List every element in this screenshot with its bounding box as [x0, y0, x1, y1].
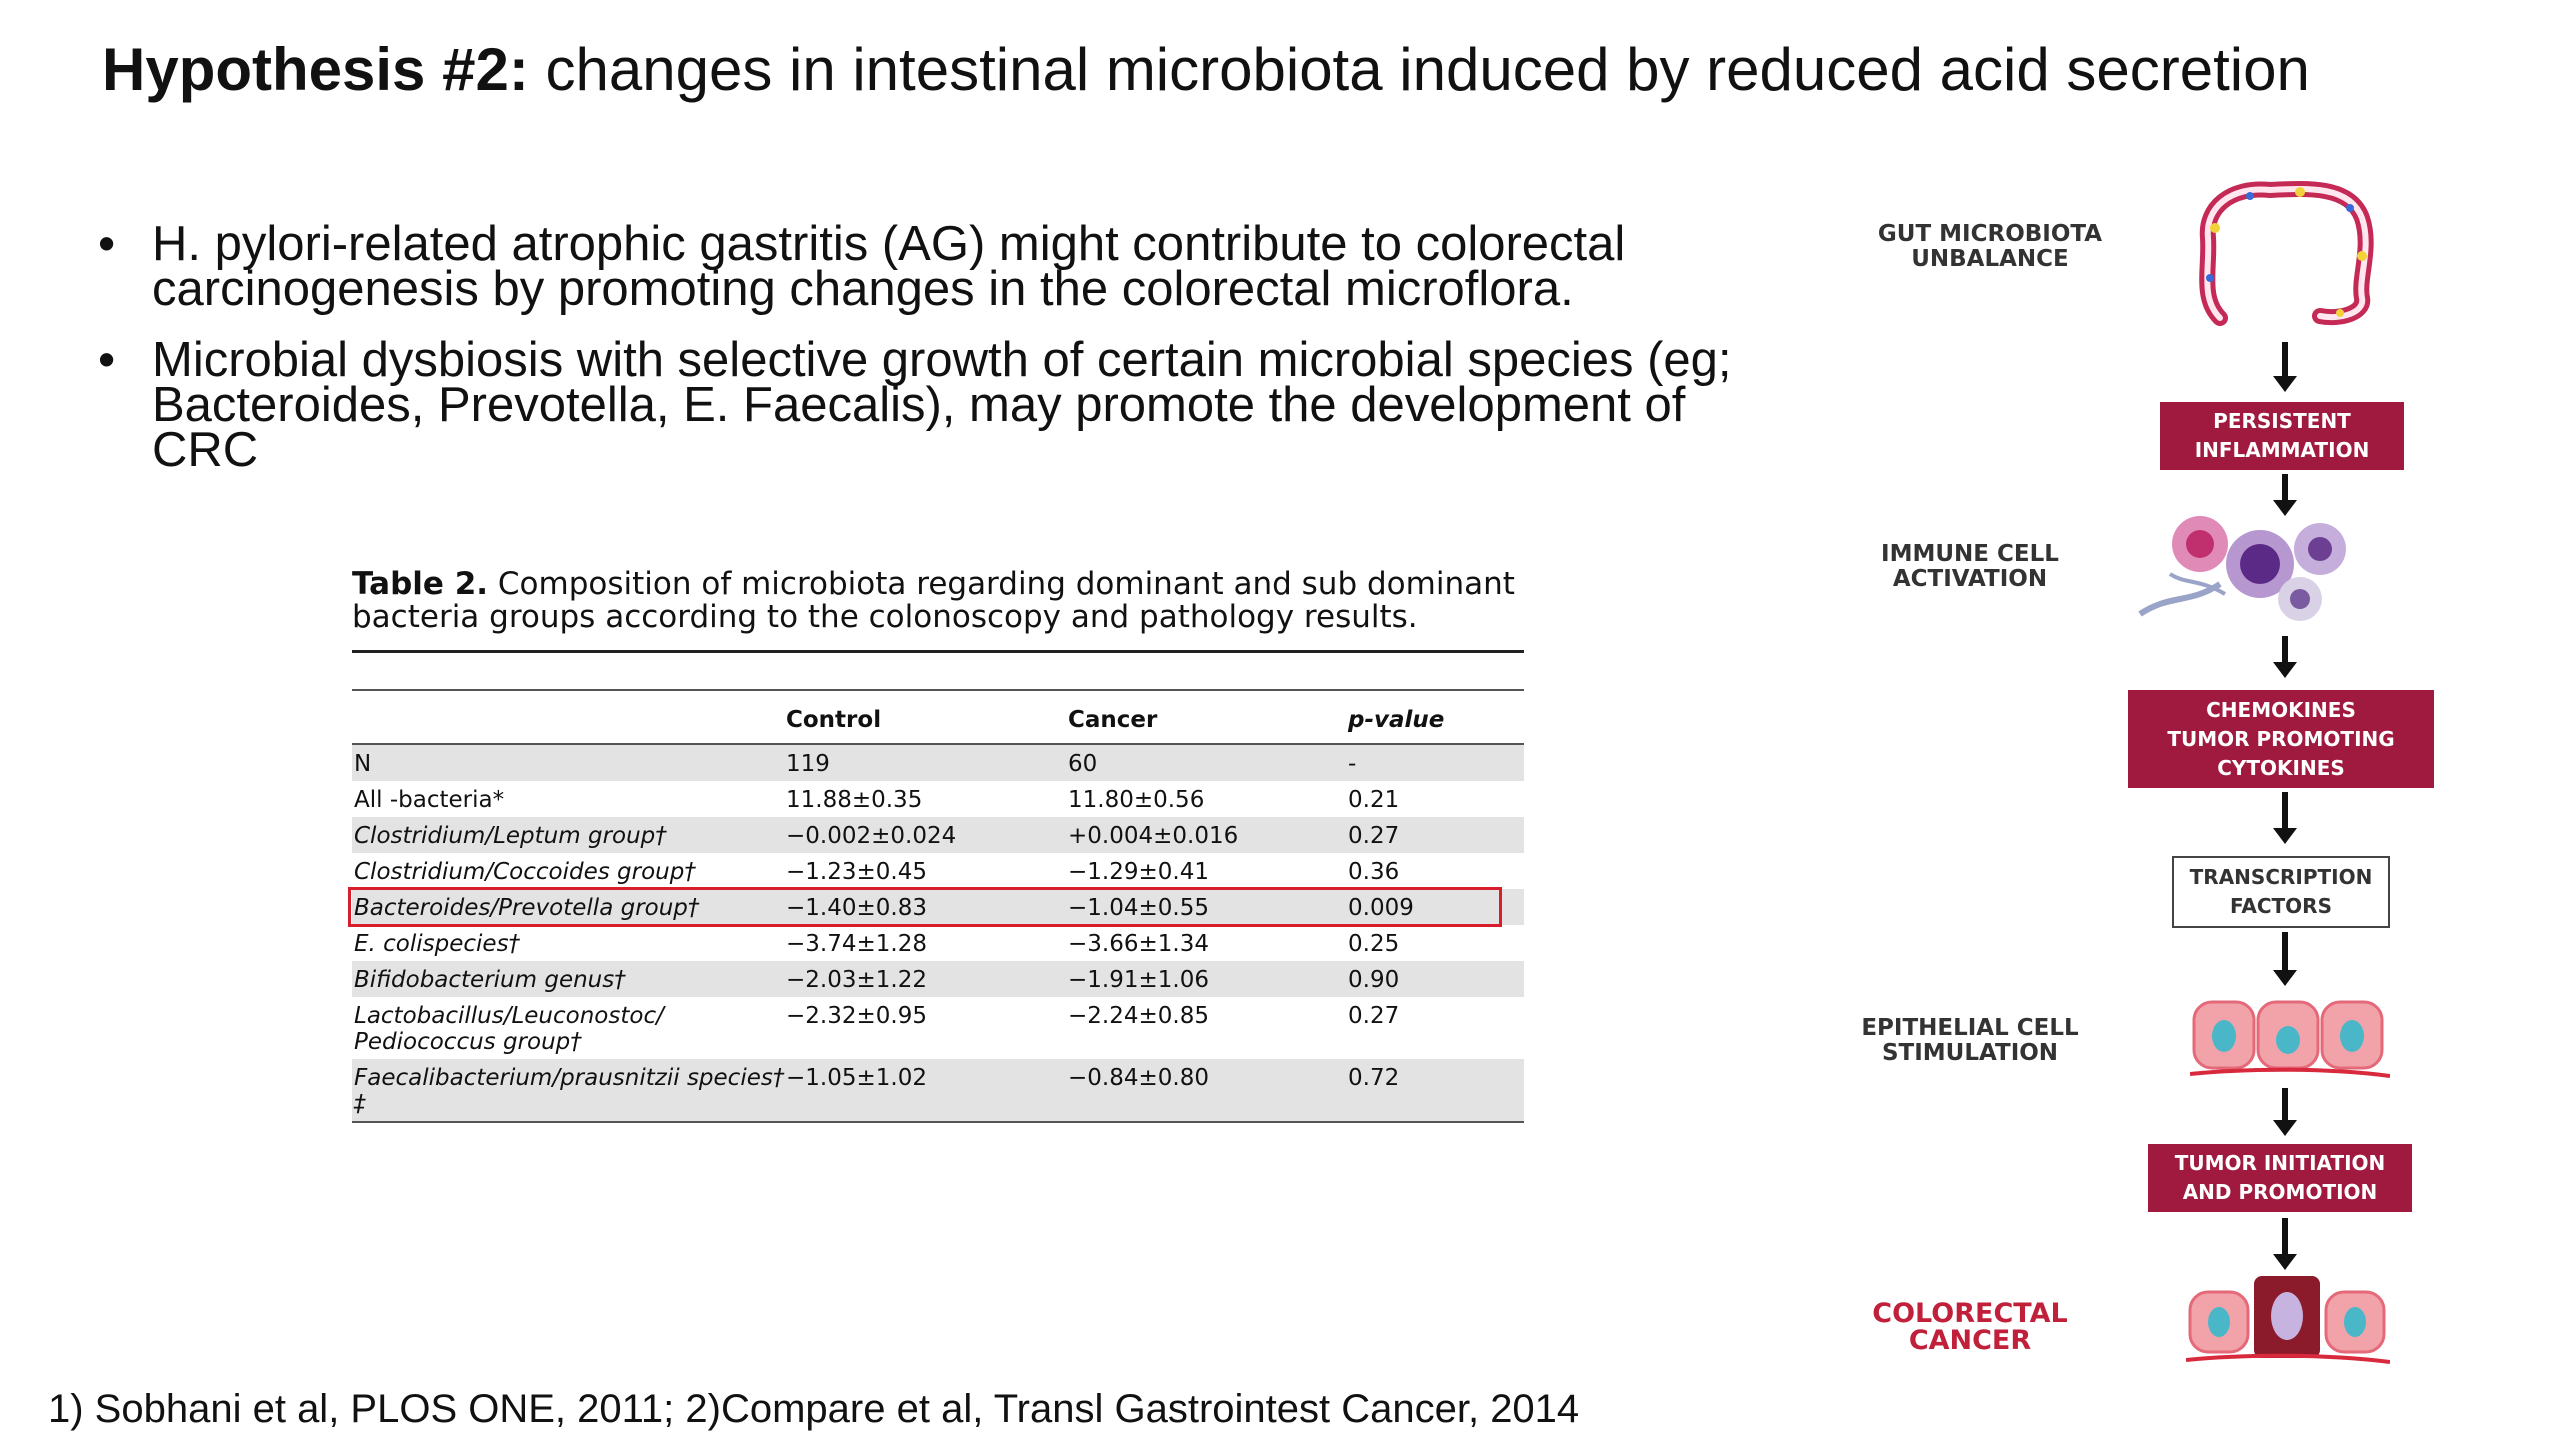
flow-arrow — [2273, 636, 2297, 678]
epithelial-cells-icon — [2190, 1000, 2390, 1078]
row-name-cell: Bifidobacterium genus† — [354, 967, 626, 993]
control-value-cell: 119 — [786, 751, 830, 777]
table-body: Control Cancer p-value N 119 60 - All -bacte… — [352, 689, 1524, 1123]
cancer-value-cell: −3.66±1.34 — [1068, 931, 1209, 957]
label-gut-microbiota: GUT MICROBIOTA UNBALANCE — [1877, 221, 2103, 272]
p-value-cell: 0.009 — [1348, 895, 1414, 921]
flow-arrow — [2273, 1218, 2297, 1270]
table-caption-text: Composition of microbiota regarding domi… — [352, 566, 1515, 635]
reference-footnote: 1) Sobhani et al, PLOS ONE, 2011; 2)Comp… — [48, 1387, 1580, 1431]
table-row: All -bacteria* 11.88±0.35 11.80±0.56 0.21 — [352, 781, 1524, 817]
flow-arrow — [2273, 932, 2297, 986]
p-value-cell: 0.25 — [1348, 931, 1400, 957]
colon-icon — [2199, 181, 2374, 326]
table-row: Clostridium/Coccoides group† −1.23±0.45 −1… — [352, 853, 1524, 889]
row-name-cell: E. colispecies† — [354, 931, 521, 957]
box-chemokines: CHEMOKINES TUMOR PROMOTING CYTOKINES — [2128, 690, 2434, 788]
cancer-cells-icon — [2186, 1276, 2390, 1364]
table-row: Lactobacillus/Leuconostoc/ Pediococcus g… — [352, 997, 1524, 1059]
header-pvalue: p-value — [1348, 707, 1445, 733]
table-caption-lead: Table 2. — [352, 566, 489, 602]
control-value-cell: −2.32±0.95 — [786, 1003, 927, 1029]
header-control: Control — [786, 707, 882, 733]
control-value-cell: −1.05±1.02 — [786, 1065, 927, 1091]
row-name-cell: N — [354, 751, 372, 777]
table-rows: N 119 60 - All -bacteria* 11.88±0.35 11.80±0.5… — [352, 745, 1524, 1121]
box-line: CHEMOKINES — [2206, 697, 2356, 722]
box-line: TUMOR INITIATION — [2174, 1151, 2386, 1175]
cancer-value-cell: −1.91±1.06 — [1068, 967, 1209, 993]
slide-title: Hypothesis #2: changes in intestinal mic… — [102, 28, 2310, 112]
bullet-dot: • — [98, 217, 116, 271]
p-value-cell: 0.21 — [1348, 787, 1400, 813]
table-row: Bifidobacterium genus† −2.03±1.22 −1.91±1.… — [352, 961, 1524, 997]
table-row: Bacteroides/Prevotella group† −1.40±0.83 −… — [352, 889, 1524, 925]
control-value-cell: −1.40±0.83 — [786, 895, 927, 921]
label-colorectal-cancer: COLORECTAL CANCER — [1872, 1298, 2068, 1356]
title-lead: Hypothesis #2: — [102, 36, 529, 103]
p-value-cell: 0.72 — [1348, 1065, 1400, 1091]
table-row: N 119 60 - — [352, 745, 1524, 781]
row-name-cell: Clostridium/Leptum group† — [354, 823, 667, 849]
bullet-item: • Microbial dysbiosis with selective grow… — [96, 333, 1756, 475]
box-line: INFLAMMATION — [2194, 438, 2370, 462]
flow-arrow — [2273, 474, 2297, 516]
title-rest: changes in intestinal microbiota induced… — [528, 36, 2310, 103]
row-name-cell: Lactobacillus/Leuconostoc/ Pediococcus g… — [354, 1003, 664, 1055]
cancer-value-cell: −1.04±0.55 — [1068, 895, 1209, 921]
box-tumor-initiation: TUMOR INITIATION AND PROMOTION — [2148, 1144, 2412, 1212]
bullet-dot: • — [98, 333, 116, 387]
table-row: Faecalibacterium/prausnitzii species† ‡ −… — [352, 1059, 1524, 1121]
control-value-cell: 11.88±0.35 — [786, 787, 923, 813]
table-row: E. colispecies† −3.74±1.28 −3.66±1.34 0.25 — [352, 925, 1524, 961]
p-value-cell: 0.27 — [1348, 823, 1400, 849]
label-immune-cell: IMMUNE CELL ACTIVATION — [1881, 541, 2059, 592]
control-value-cell: −3.74±1.28 — [786, 931, 927, 957]
box-line: TRANSCRIPTION — [2189, 865, 2373, 889]
row-name-cell: Bacteroides/Prevotella group† — [354, 895, 700, 921]
box-transcription-factors: TRANSCRIPTION FACTORS — [2172, 856, 2390, 928]
row-name-cell: Clostridium/Coccoides group† — [354, 859, 696, 885]
box-line: FACTORS — [2230, 894, 2332, 918]
bullet-list: • H. pylori-related atrophic gastritis (A… — [96, 217, 1756, 499]
p-value-cell: 0.90 — [1348, 967, 1400, 993]
table-caption: Table 2. Composition of microbiota regar… — [352, 568, 1524, 653]
box-line: TUMOR PROMOTING — [2167, 726, 2395, 751]
control-value-cell: −1.23±0.45 — [786, 859, 927, 885]
cancer-value-cell: −2.24±0.85 — [1068, 1003, 1209, 1029]
cancer-value-cell: −0.84±0.80 — [1068, 1065, 1209, 1091]
row-name-cell: Faecalibacterium/prausnitzii species† ‡ — [354, 1065, 785, 1117]
label-epithelial-cell: EPITHELIAL CELL STIMULATION — [1861, 1015, 2079, 1066]
p-value-cell: 0.36 — [1348, 859, 1400, 885]
control-value-cell: −0.002±0.024 — [786, 823, 957, 849]
box-line: AND PROMOTION — [2182, 1180, 2378, 1204]
p-value-cell: - — [1348, 751, 1357, 777]
pathway-diagram: GUT MICROBIOTA UNBALANCE IMMUNE CELL ACT… — [1850, 150, 2450, 1400]
control-value-cell: −2.03±1.22 — [786, 967, 927, 993]
flow-arrow — [2273, 792, 2297, 844]
box-line: CYTOKINES — [2217, 755, 2345, 780]
cancer-value-cell: +0.004±0.016 — [1068, 823, 1239, 849]
cancer-value-cell: 11.80±0.56 — [1068, 787, 1205, 813]
bullet-text: H. pylori-related atrophic gastritis (AG… — [152, 217, 1626, 316]
bullet-item: • H. pylori-related atrophic gastritis (A… — [96, 217, 1756, 314]
table-row: Clostridium/Leptum group† −0.002±0.024 +0.… — [352, 817, 1524, 853]
table-header-row: Control Cancer p-value — [352, 691, 1524, 745]
cancer-value-cell: −1.29±0.41 — [1068, 859, 1209, 885]
box-line: PERSISTENT — [2213, 409, 2351, 433]
header-cancer: Cancer — [1068, 707, 1158, 733]
cancer-value-cell: 60 — [1068, 751, 1098, 777]
microbiota-table: Table 2. Composition of microbiota regar… — [348, 568, 1524, 1123]
flow-arrow — [2273, 342, 2297, 392]
bullet-text: Microbial dysbiosis with selective growt… — [152, 333, 1732, 477]
flow-arrow — [2273, 1088, 2297, 1136]
row-name-cell: All -bacteria* — [354, 787, 505, 813]
box-persistent-inflammation: PERSISTENT INFLAMMATION — [2160, 402, 2404, 470]
p-value-cell: 0.27 — [1348, 1003, 1400, 1029]
immune-cells-icon — [2138, 516, 2346, 621]
